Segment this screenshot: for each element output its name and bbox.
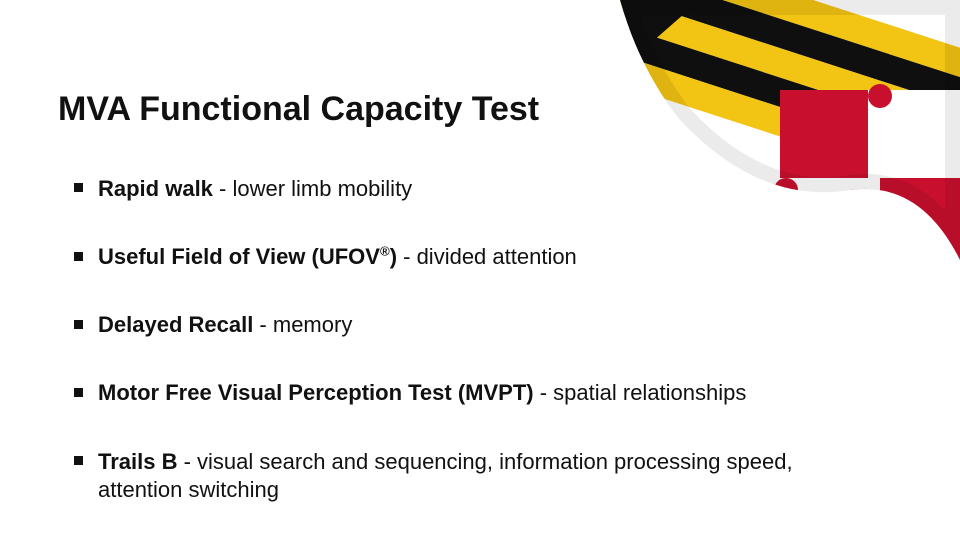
bullet-rest: - visual search and sequencing, informat…	[98, 449, 793, 502]
bullet-bold: Useful Field of View (UFOV®)	[98, 244, 397, 269]
bullet-item: Motor Free Visual Perception Test (MVPT)…	[74, 379, 878, 407]
slide-title: MVA Functional Capacity Test	[58, 90, 878, 129]
bullet-rest: - lower limb mobility	[213, 176, 412, 201]
bullet-rest: - divided attention	[397, 244, 577, 269]
content-area: MVA Functional Capacity Test Rapid walk …	[58, 90, 878, 540]
bullet-list: Rapid walk - lower limb mobility Useful F…	[58, 175, 878, 504]
slide: MVA Functional Capacity Test Rapid walk …	[0, 0, 960, 540]
bullet-bold: Motor Free Visual Perception Test (MVPT)	[98, 380, 534, 405]
bullet-bold: Rapid walk	[98, 176, 213, 201]
bullet-bold: Delayed Recall	[98, 312, 253, 337]
bullet-item: Useful Field of View (UFOV®) - divided a…	[74, 243, 878, 271]
bullet-item: Rapid walk - lower limb mobility	[74, 175, 878, 203]
registered-mark: ®	[380, 244, 390, 259]
bullet-rest: - memory	[253, 312, 352, 337]
bullet-rest: - spatial relationships	[534, 380, 747, 405]
bullet-item: Delayed Recall - memory	[74, 311, 878, 339]
bullet-bold: Trails B	[98, 449, 177, 474]
bullet-item: Trails B - visual search and sequencing,…	[74, 448, 878, 504]
